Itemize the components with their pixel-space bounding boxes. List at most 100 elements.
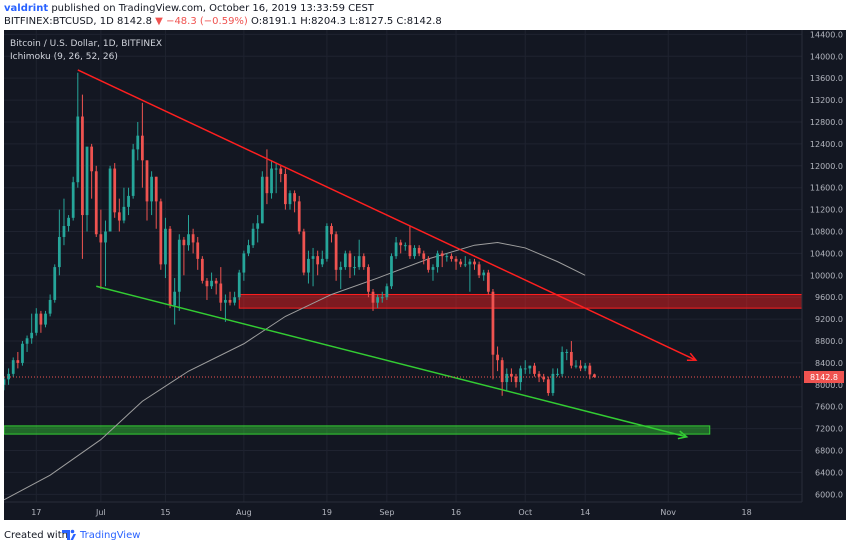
- price-tick-label: 8000.0: [815, 381, 843, 390]
- candle-body: [274, 168, 278, 170]
- time-tick-label: Nov: [660, 508, 676, 517]
- candle-body: [7, 373, 10, 380]
- candle-body: [57, 236, 61, 268]
- candle-body: [25, 338, 29, 344]
- candles: [2, 72, 596, 396]
- candle-body: [113, 168, 117, 213]
- arrow-head: [686, 352, 698, 362]
- price-change: −48.3 (−0.59%): [166, 16, 248, 27]
- candle-body: [514, 376, 518, 383]
- trendlines: [77, 69, 698, 440]
- candle-body: [293, 193, 296, 202]
- candle-body: [85, 146, 89, 216]
- candle-body: [53, 267, 57, 300]
- candle-body: [311, 256, 315, 259]
- candle-body: [380, 297, 384, 299]
- candle-body: [71, 182, 75, 218]
- trendline: [77, 69, 697, 361]
- candle-body: [94, 171, 98, 235]
- candle-body: [316, 256, 320, 265]
- candle-body: [362, 256, 366, 268]
- candle-body: [48, 299, 52, 314]
- candle-body: [505, 373, 509, 383]
- candle-body: [187, 234, 190, 246]
- candle-body: [265, 176, 269, 194]
- candle-body: [11, 360, 15, 374]
- candle-body: [574, 365, 578, 367]
- candle-body: [251, 228, 255, 246]
- candle-body: [214, 280, 218, 284]
- candle-body: [399, 242, 403, 246]
- candle-body: [491, 291, 495, 355]
- price-tick-label: 14000.0: [810, 52, 843, 61]
- price-tick-label: 13600.0: [810, 74, 843, 83]
- candle-body: [154, 176, 158, 202]
- candle-body: [560, 351, 564, 374]
- candle-body: [546, 379, 550, 394]
- price-tick-label: 9600.0: [815, 293, 843, 302]
- candle-body: [260, 176, 264, 224]
- candle-body: [376, 297, 380, 303]
- candle-body: [242, 253, 246, 273]
- price-tick-label: 7200.0: [815, 425, 843, 434]
- candle-body: [482, 272, 486, 276]
- price-tick-label: 14400.0: [810, 30, 843, 39]
- candle-body: [565, 351, 569, 353]
- zone-band: [238, 293, 803, 309]
- tradingview-brand[interactable]: TradingView: [80, 530, 141, 541]
- candle-body: [145, 160, 149, 202]
- candle-body: [371, 291, 375, 303]
- candle-body: [99, 234, 103, 243]
- candle-body: [325, 226, 329, 259]
- candle-body: [486, 272, 490, 292]
- candle-body: [468, 261, 472, 265]
- candle-body: [551, 373, 555, 394]
- chart-area[interactable]: 6000.0 6400.0 6800.0 7200.0 7600.0 8000.0 8400…: [2, 30, 846, 520]
- candle-body: [302, 231, 306, 273]
- candle-body: [394, 242, 398, 257]
- candle-body: [528, 365, 532, 369]
- price-tick-label: 13200.0: [810, 96, 843, 105]
- zones: [3, 293, 803, 435]
- candle-body: [477, 264, 481, 276]
- candle-body: [122, 206, 126, 221]
- price-tick-label: 9200.0: [815, 315, 843, 324]
- price-chart[interactable]: 6000.0 6400.0 6800.0 7200.0 7600.0 8000.0 8400…: [2, 30, 846, 520]
- candle-body: [90, 146, 94, 172]
- candle-body: [588, 365, 592, 375]
- time-tick-label: 14: [580, 508, 590, 517]
- time-tick-label: 15: [160, 508, 170, 517]
- price-tick-label: 7600.0: [815, 403, 843, 412]
- candle-body: [348, 253, 352, 268]
- candle-body: [357, 256, 361, 268]
- candle-body: [136, 135, 140, 150]
- candle-body: [117, 212, 121, 221]
- price-tick-label: 6800.0: [815, 447, 843, 456]
- legend-title: Bitcoin / U.S. Dollar, 1D, BITFINEX: [10, 39, 162, 49]
- candle-body: [583, 365, 587, 369]
- candle-body: [21, 343, 24, 363]
- candle-body: [173, 291, 177, 306]
- candle-body: [426, 258, 430, 270]
- time-tick-label: Oct: [518, 508, 532, 517]
- price-tick-label: 10800.0: [810, 228, 843, 237]
- arrow-head: [677, 430, 689, 440]
- down-triangle-icon: ▼: [155, 16, 163, 27]
- candle-body: [459, 261, 463, 265]
- ohlc-line: BITFINEX:BTCUSD, 1D 8142.8 ▼ −48.3 (−0.5…: [4, 16, 442, 27]
- candle-body: [270, 168, 273, 194]
- author-username[interactable]: valdrint: [4, 3, 49, 14]
- candle-body: [431, 267, 435, 270]
- candle-body: [307, 258, 310, 273]
- candle-body: [237, 272, 241, 298]
- candle-body: [150, 176, 153, 202]
- candle-body: [422, 253, 426, 259]
- candle-body: [450, 256, 453, 259]
- candle-body: [131, 149, 135, 196]
- candle-body: [579, 365, 582, 369]
- candle-body: [537, 373, 541, 377]
- time-tick-label: 18: [742, 508, 752, 517]
- candle-body: [454, 258, 458, 262]
- candle-body: [408, 245, 412, 257]
- axes: 6000.0 6400.0 6800.0 7200.0 7600.0 8000.0 8400…: [4, 30, 844, 517]
